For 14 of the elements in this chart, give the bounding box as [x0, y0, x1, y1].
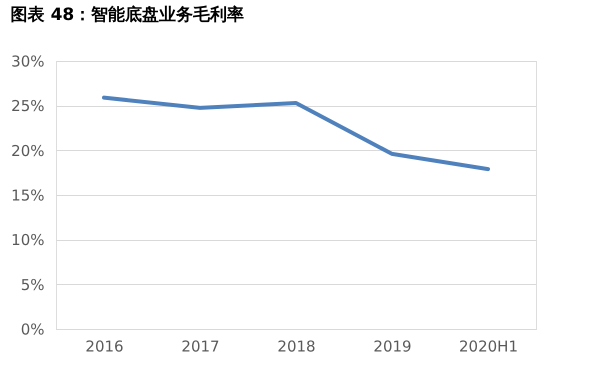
line-series — [102, 96, 490, 172]
y-tick-label: 10% — [11, 231, 44, 250]
x-tick-label: 2020H1 — [459, 338, 518, 356]
y-tick-label: 15% — [11, 186, 44, 204]
y-tick-label: 20% — [11, 142, 44, 160]
y-tick-label: 5% — [20, 276, 44, 294]
x-tick-label: 2016 — [85, 338, 124, 356]
x-tick-label: 2017 — [181, 338, 220, 356]
y-tick-label: 25% — [11, 97, 44, 116]
x-tick-label: 2019 — [373, 338, 412, 356]
y-tick-label: 0% — [20, 320, 44, 338]
chart-title: 图表 48：智能底盘业务毛利率 — [10, 5, 244, 25]
x-tick-label: 2018 — [277, 338, 316, 356]
y-tick-label: 30% — [11, 52, 44, 70]
